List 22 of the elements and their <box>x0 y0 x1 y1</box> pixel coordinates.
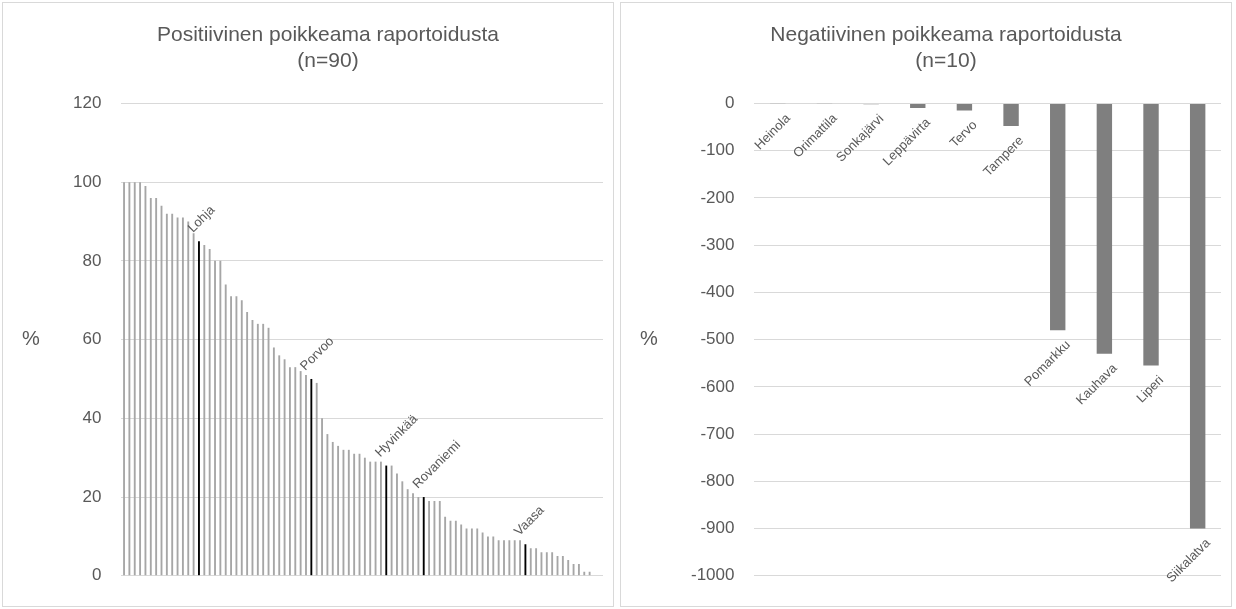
y-tick-label: 0 <box>91 565 102 585</box>
y-tick-label: -500 <box>700 329 735 349</box>
y-tick-label: -300 <box>700 234 735 254</box>
y-tick-label: -700 <box>700 423 735 443</box>
y-tick-label: -1000 <box>691 565 735 585</box>
y-tick-label: 120 <box>72 93 102 113</box>
y-tick-label: -900 <box>700 518 735 538</box>
y-tick-label: -800 <box>700 471 735 491</box>
y-tick-label: 60 <box>82 329 102 349</box>
y-tick-label: 80 <box>82 250 102 270</box>
y-tick-label: -600 <box>700 376 735 396</box>
y-tick-label: 20 <box>82 486 102 506</box>
y-tick-label: 0 <box>725 93 735 113</box>
y-tick-label: -100 <box>700 140 735 160</box>
y-axis-title: % <box>640 327 659 350</box>
y-tick-label: -400 <box>700 282 735 302</box>
y-tick-label: 100 <box>72 171 102 191</box>
y-tick-label: 40 <box>82 408 102 428</box>
chart-title: Negatiivinen poikkeama raportoidusta (n=10) <box>770 22 1122 71</box>
y-axis-title: % <box>22 327 41 350</box>
y-tick-label: -200 <box>700 187 735 207</box>
chart-title: Positiivinen poikkeama raportoidusta (n=90) <box>156 22 500 71</box>
